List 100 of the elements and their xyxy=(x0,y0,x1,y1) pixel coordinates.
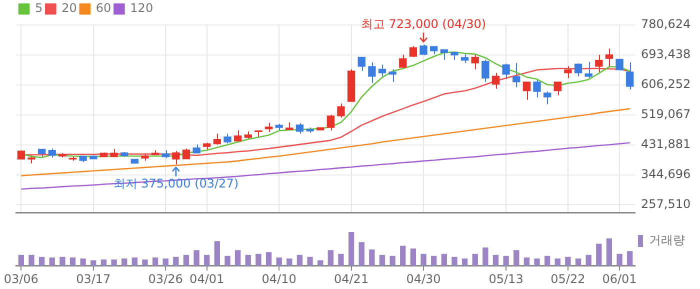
bar xyxy=(173,256,179,266)
candlestick xyxy=(388,68,396,82)
bar xyxy=(152,258,158,266)
bar xyxy=(379,254,386,266)
y-tick-label: 344,696 xyxy=(641,166,691,181)
legend-label: 거래량 xyxy=(649,233,685,248)
bar xyxy=(70,258,76,266)
bar xyxy=(420,254,426,266)
bar xyxy=(276,258,282,266)
bar xyxy=(100,260,107,266)
candlestick xyxy=(368,62,376,84)
bar xyxy=(482,247,488,266)
candlestick xyxy=(337,103,345,118)
candlestick xyxy=(533,79,541,98)
candlestick xyxy=(296,122,304,134)
bar xyxy=(462,258,468,266)
x-tick-label: 03/17 xyxy=(76,272,111,286)
bar xyxy=(400,246,406,266)
candlestick xyxy=(492,72,500,90)
candlestick xyxy=(234,130,242,142)
bar xyxy=(49,258,55,266)
bar xyxy=(204,254,210,266)
bar xyxy=(224,256,230,266)
legend-label: 20 xyxy=(62,1,77,16)
candlestick xyxy=(471,54,479,70)
bar xyxy=(430,256,437,266)
legend-label: 5 xyxy=(35,1,43,16)
bar xyxy=(514,250,520,266)
bar xyxy=(38,256,45,266)
candlestick xyxy=(213,133,222,146)
annotation: 최고 723,000 (04/30) xyxy=(360,16,486,31)
candlestick xyxy=(264,122,273,133)
bar xyxy=(544,256,550,266)
bar xyxy=(534,258,540,266)
bar xyxy=(390,256,396,266)
legend-label: 120 xyxy=(130,1,154,16)
bar xyxy=(586,254,592,266)
bar xyxy=(452,256,458,266)
candlestick xyxy=(512,62,520,88)
candlestick xyxy=(440,49,448,60)
bar xyxy=(554,258,560,266)
bar xyxy=(565,256,571,266)
y-tick-label: 780,624 xyxy=(641,17,691,32)
candlestick xyxy=(502,63,510,80)
y-tick-label: 606,252 xyxy=(641,77,691,92)
bar xyxy=(358,242,364,266)
bar xyxy=(111,260,117,266)
bar xyxy=(410,248,416,266)
x-tick-label: 04/01 xyxy=(190,272,224,286)
bar xyxy=(142,260,148,266)
bar xyxy=(60,256,66,266)
bar xyxy=(245,254,251,266)
candlestick xyxy=(584,61,592,79)
candlestick xyxy=(358,56,366,72)
bar xyxy=(28,254,34,266)
x-tick-label: 05/22 xyxy=(550,272,586,286)
bar xyxy=(616,254,622,266)
bar xyxy=(234,250,241,266)
candlestick xyxy=(616,58,624,70)
bar xyxy=(214,241,220,266)
y-tick-label: 257,510 xyxy=(641,196,691,211)
bar xyxy=(18,254,24,266)
bar xyxy=(441,254,447,266)
bar xyxy=(90,260,96,266)
candlestick xyxy=(326,114,334,131)
candlestick xyxy=(564,66,572,79)
bar xyxy=(296,254,303,266)
x-tick-label: 04/21 xyxy=(334,272,369,286)
candlestick xyxy=(522,81,531,100)
x-tick-label: 04/30 xyxy=(406,272,441,286)
bar xyxy=(307,256,313,266)
bar xyxy=(472,254,478,266)
candlestick xyxy=(378,64,386,77)
bar xyxy=(121,258,128,266)
bar xyxy=(596,244,602,266)
bar xyxy=(575,258,582,266)
candlestick xyxy=(224,133,232,144)
candlestick xyxy=(172,150,180,165)
x-tick-label: 05/13 xyxy=(488,272,524,286)
bar xyxy=(162,258,168,266)
candlestick xyxy=(574,62,582,77)
bar xyxy=(627,251,633,266)
x-tick-label: 03/06 xyxy=(4,272,38,286)
candlestick xyxy=(626,62,634,90)
bar xyxy=(606,238,612,266)
bar xyxy=(183,254,190,266)
bar xyxy=(286,258,292,266)
bar xyxy=(328,250,334,266)
legend-label: 60 xyxy=(96,1,112,16)
y-tick-label: 519,067 xyxy=(641,106,691,121)
bar xyxy=(80,258,86,266)
bar xyxy=(318,260,324,266)
candlestick xyxy=(182,148,190,160)
y-tick-label: 431,881 xyxy=(641,136,691,151)
bar xyxy=(132,258,138,266)
candlestick xyxy=(554,81,562,96)
x-tick-label: 04/10 xyxy=(262,272,296,286)
bar xyxy=(194,250,200,266)
candlestick xyxy=(605,48,614,68)
x-tick-label: 06/01 xyxy=(602,272,637,286)
